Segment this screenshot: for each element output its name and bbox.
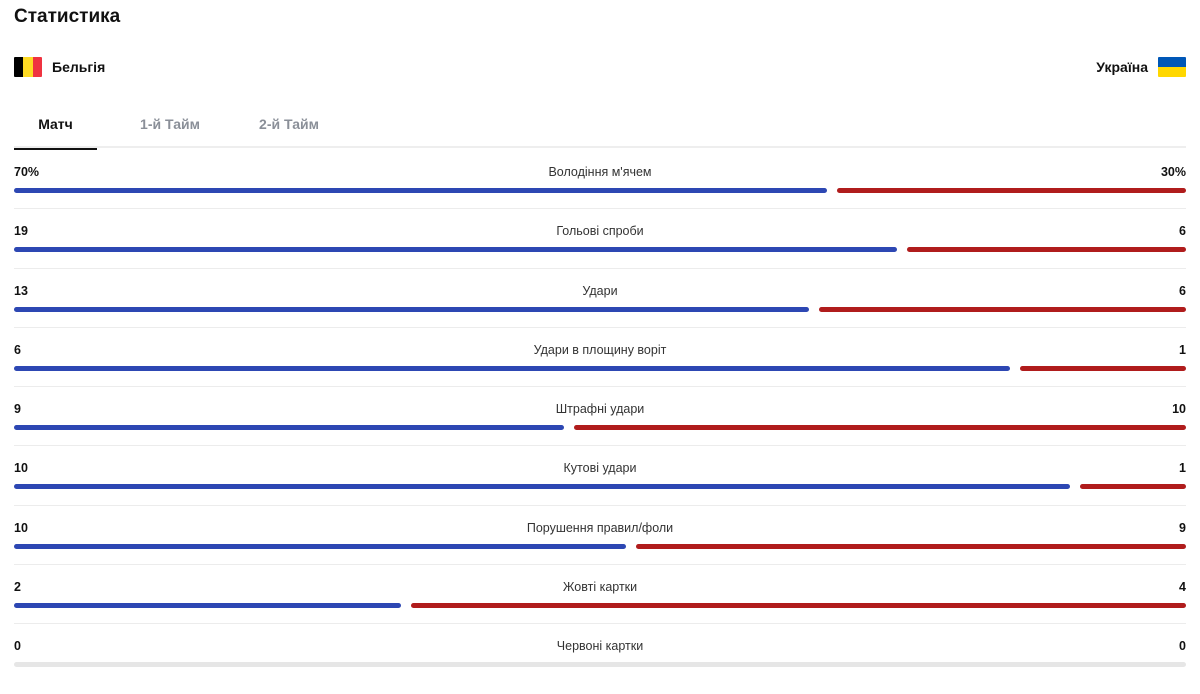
away-stat-value: 30% [1160,165,1186,179]
stat-row: 2 Жовті картки 4 [14,565,1186,625]
home-stat-value: 9 [14,402,21,417]
away-stat-value: 10 [1172,402,1186,417]
home-team: Бельгія [14,57,105,77]
stat-label: Штрафні удари [555,402,645,417]
stat-row: 0 Червоні картки 0 [14,624,1186,683]
stat-row: 10 Кутові удари 1 [14,446,1186,506]
stat-comparison-bar [14,188,1186,193]
belgium-flag-icon [14,57,42,77]
stat-label: Удари [582,283,618,298]
home-stat-value: 0 [14,639,21,654]
home-bar [14,484,1071,490]
away-bar [635,543,1186,549]
stat-row: 10 Порушення правил/фоли 9 [14,506,1186,566]
away-stat-value: 4 [1179,580,1186,595]
statistics-panel: Статистика Бельгія Україна Матч 1-й Тайм… [14,0,1186,694]
stat-label: Володіння м'ячем [548,165,652,179]
empty-bar [14,662,1186,668]
stat-comparison-bar [14,306,1186,312]
home-stat-value: 10 [14,520,28,535]
stat-comparison-bar [14,662,1186,668]
stats-list: 70% Володіння м'ячем 30% 19 Гольові спроби 6 1… [14,150,1186,684]
stat-label: Удари в площину воріт [533,342,667,357]
home-bar [14,188,828,193]
away-bar [837,188,1186,193]
home-stat-value: 19 [14,224,28,239]
stat-row: 6 Удари в площину воріт 1 [14,328,1186,388]
away-stat-value: 6 [1179,283,1186,298]
flag-stripe [14,57,24,77]
stat-comparison-bar [14,247,1186,253]
stat-label: Жовті картки [562,580,638,595]
stat-row: 9 Штрафні удари 10 [14,387,1186,447]
tab-second-half[interactable]: 2-й Тайм [259,116,319,132]
home-stat-value: 70% [14,165,40,179]
away-bar [907,247,1186,253]
stat-label: Гольові спроби [556,224,644,239]
flag-stripe [32,57,42,77]
page-title: Статистика [14,6,121,27]
tab-match[interactable]: Матч [14,100,97,150]
stat-comparison-bar [14,603,1186,609]
stat-row: 19 Гольові спроби 6 [14,209,1186,269]
away-stat-value: 1 [1179,342,1186,357]
away-stat-value: 1 [1179,461,1186,476]
away-bar [1020,365,1186,371]
stat-row: 70% Володіння м'ячем 30% [14,150,1186,210]
home-stat-value: 13 [14,283,28,298]
period-tabs: Матч 1-й Тайм 2-й Тайм [14,100,1186,150]
flag-stripe [1158,57,1186,67]
stat-comparison-bar [14,365,1186,371]
stat-label: Порушення правил/фоли [526,520,674,535]
away-bar [411,603,1186,609]
home-bar [14,425,565,431]
away-bar [1080,484,1186,490]
home-bar [14,365,1010,371]
stat-label: Червоні картки [556,639,644,654]
home-team-name: Бельгія [52,59,106,75]
away-stat-value: 9 [1179,520,1186,535]
home-bar [14,603,402,609]
home-bar [14,306,810,312]
away-team-name: Україна [1096,59,1148,75]
stat-label: Кутові удари [563,461,637,476]
stat-comparison-bar [14,484,1186,490]
away-bar [574,425,1186,431]
home-stat-value: 2 [14,580,21,595]
flag-stripe [23,57,33,77]
away-stat-value: 6 [1179,224,1186,239]
home-stat-value: 6 [14,342,21,357]
home-bar [14,543,626,549]
stat-row: 13 Удари 6 [14,269,1186,328]
home-bar [14,247,898,253]
away-stat-value: 0 [1179,639,1186,654]
stat-comparison-bar [14,425,1186,431]
home-stat-value: 10 [14,461,28,476]
away-bar [819,306,1186,312]
stat-comparison-bar [14,543,1186,549]
away-team: Україна [1096,57,1186,77]
tab-first-half[interactable]: 1-й Тайм [140,116,200,132]
ukraine-flag-icon [1158,57,1186,77]
flag-stripe [1158,67,1186,77]
